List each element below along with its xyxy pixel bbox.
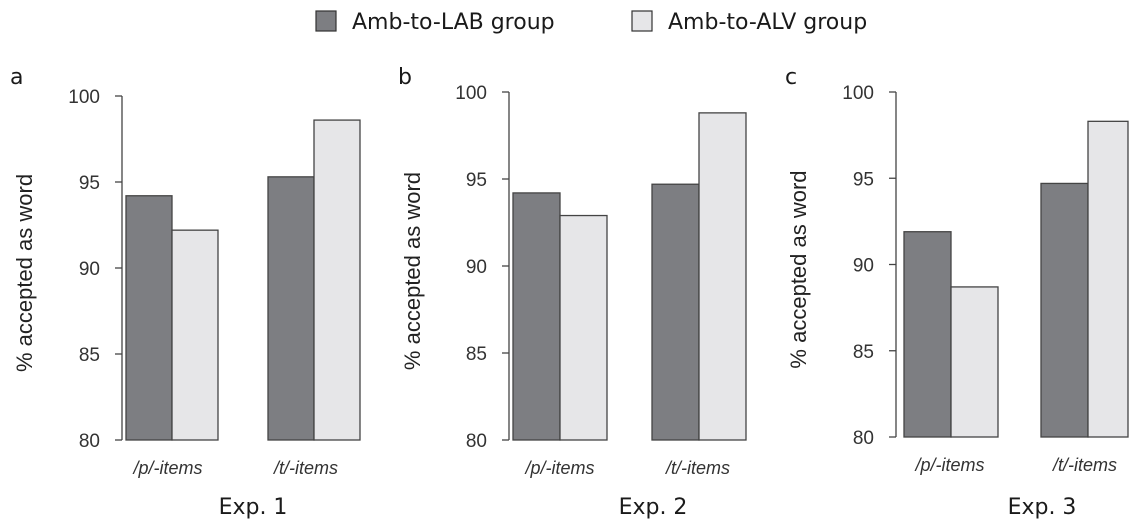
legend-swatch-amb-to-lab — [315, 10, 337, 32]
legend-label-amb-to-alv: Amb-to-ALV group — [668, 10, 867, 35]
y-tick-label: 100 — [455, 83, 487, 104]
bar-amb-to-lab — [903, 231, 952, 438]
y-axis-label: % accepted as word — [12, 174, 37, 372]
y-tick-label: 80 — [466, 431, 487, 452]
panel-title: Exp. 2 — [619, 495, 688, 520]
x-category-label: /t/-items — [272, 458, 338, 478]
chart-panel-c: c 80 85 90 95 100 % accepted as word/p/-items /… — [785, 65, 1129, 520]
bar-amb-to-alv — [698, 112, 747, 441]
y-tick-label: 85 — [79, 345, 100, 366]
x-category-label: /p/-items — [913, 455, 984, 475]
bar-amb-to-lab — [1040, 182, 1089, 438]
y-tick-label: 100 — [842, 83, 874, 104]
chart-panel-b: b 80 85 90 95 100 % accepted as word/p/-items /… — [398, 65, 747, 520]
x-category-label: /p/-items — [131, 458, 202, 478]
bar-amb-to-alv — [950, 286, 999, 438]
y-tick-label: 95 — [79, 173, 100, 194]
y-axis-label: % accepted as word — [786, 170, 811, 368]
bar-amb-to-alv — [1087, 120, 1129, 438]
panel-title: Exp. 3 — [1008, 495, 1077, 520]
panel-letter: b — [398, 65, 412, 90]
bar-amb-to-lab — [651, 183, 700, 441]
y-tick-label: 95 — [853, 169, 874, 190]
y-tick-label: 85 — [466, 344, 487, 365]
y-axis-label: % accepted as word — [400, 172, 425, 370]
y-tick-label: 95 — [466, 170, 487, 191]
legend-swatch-amb-to-alv — [631, 10, 653, 32]
bar-amb-to-alv — [171, 229, 219, 441]
legend: Amb-to-LAB group Amb-to-ALV group — [315, 10, 867, 35]
bar-amb-to-alv — [559, 214, 608, 441]
x-category-label: /t/-items — [664, 458, 730, 478]
y-tick-label: 90 — [853, 256, 874, 277]
y-tick-label: 90 — [79, 259, 100, 280]
bar-amb-to-alv — [313, 119, 361, 441]
legend-label-amb-to-lab: Amb-to-LAB group — [352, 10, 555, 35]
y-tick-label: 100 — [68, 87, 100, 108]
y-tick-label: 80 — [853, 428, 874, 449]
panel-letter: c — [785, 65, 797, 90]
chart-panel-a: a 80 85 90 95 100 % accepted as word/p/-items /… — [10, 65, 361, 520]
bar-amb-to-lab — [267, 176, 315, 441]
x-category-label: /t/-items — [1051, 455, 1117, 475]
panel-title: Exp. 1 — [219, 495, 288, 520]
chart-panels: a 80 85 90 95 100 % accepted as word/p/-items /… — [10, 65, 1129, 520]
bar-amb-to-lab — [512, 192, 561, 441]
x-category-label: /p/-items — [523, 458, 594, 478]
panel-letter: a — [10, 65, 23, 90]
y-tick-label: 90 — [466, 257, 487, 278]
y-tick-label: 80 — [79, 431, 100, 452]
y-tick-label: 85 — [853, 342, 874, 363]
bar-amb-to-lab — [125, 195, 173, 441]
